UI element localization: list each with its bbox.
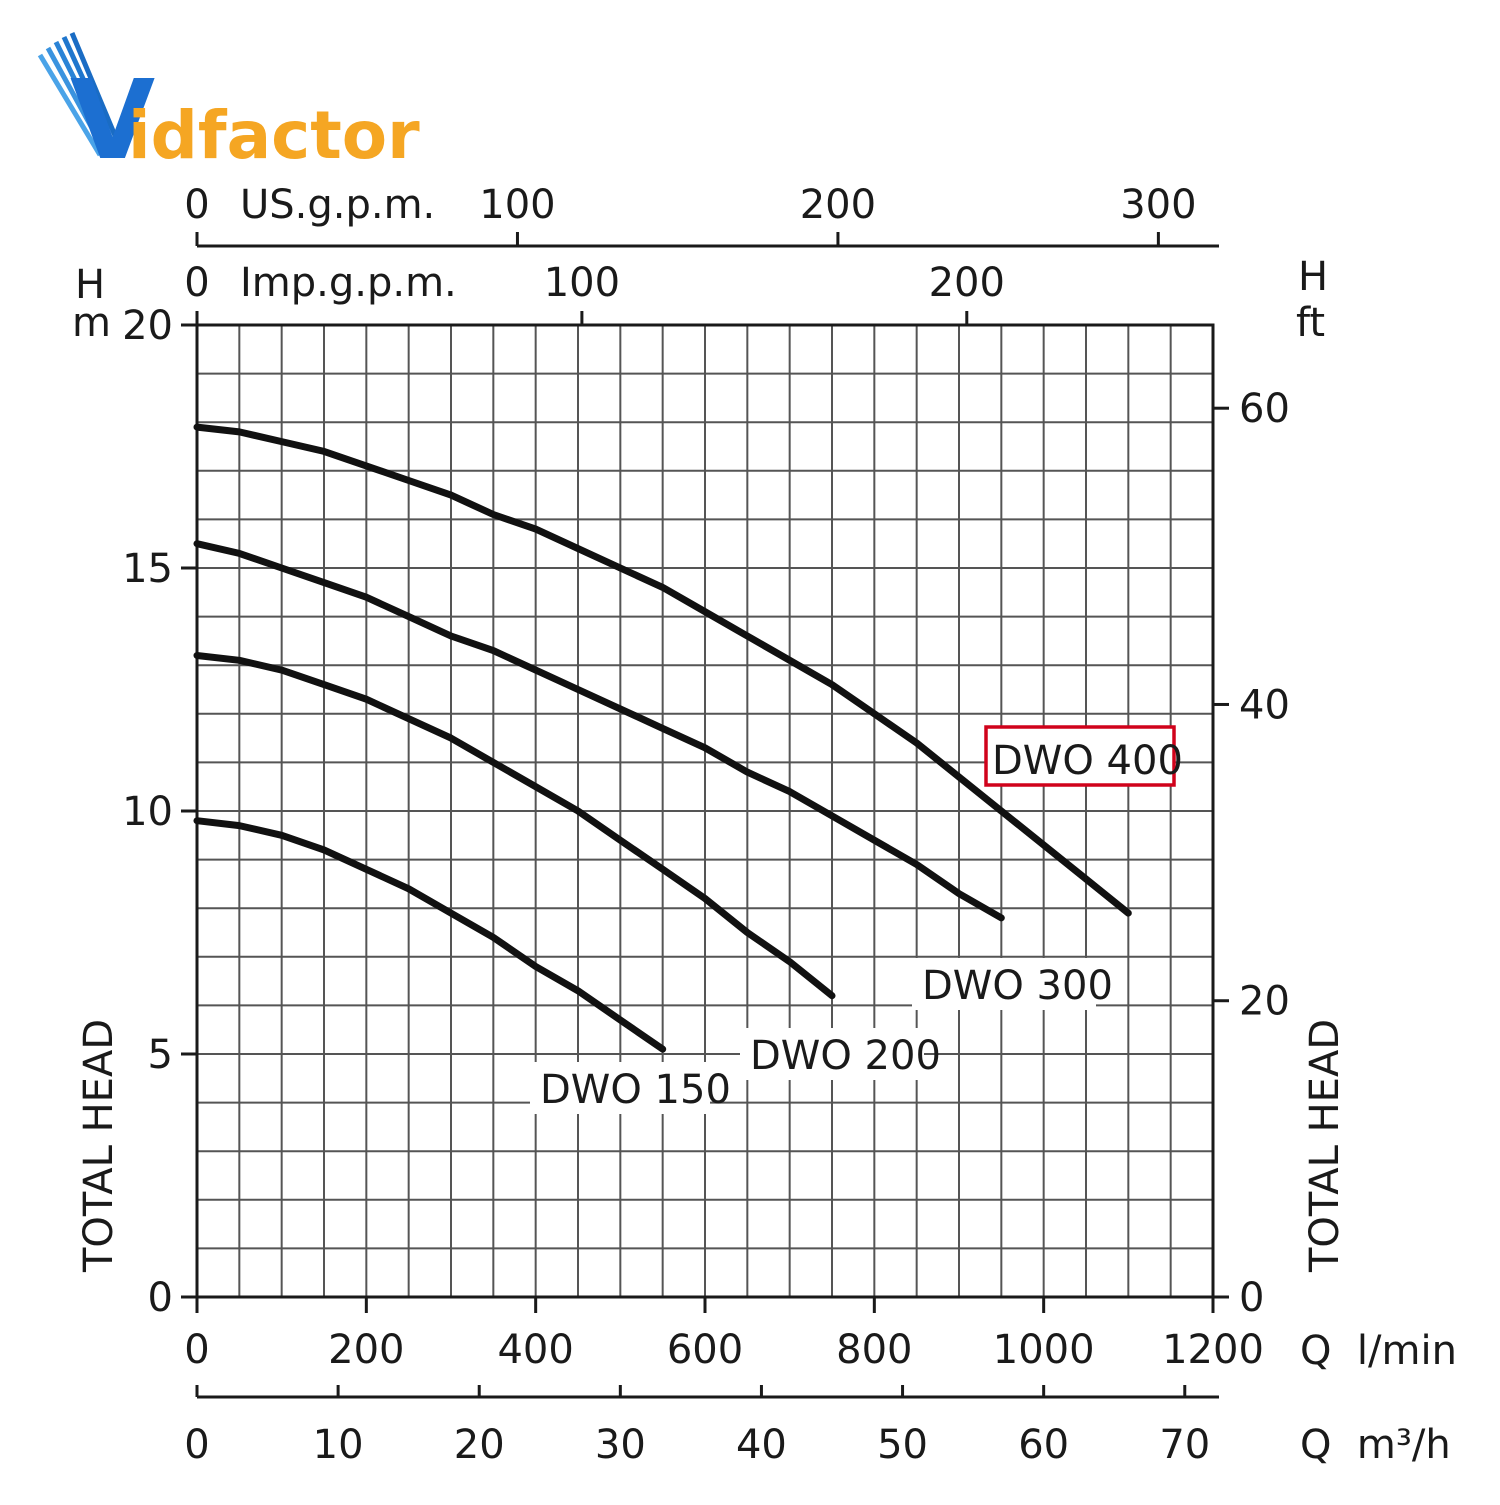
x-tick-lmin: 0	[184, 1327, 209, 1373]
right-unit-ft: ft	[1296, 300, 1325, 346]
left-axis-title: TOTAL HEAD	[76, 1019, 122, 1273]
right-unit-h: H	[1298, 254, 1328, 300]
y-tick-ft: 0	[1239, 1275, 1264, 1321]
dwo-300-label-bg	[912, 958, 1096, 1010]
right-axis-title: TOTAL HEAD	[1302, 1019, 1348, 1273]
y-tick-m: 20	[122, 303, 173, 349]
x-tick-m3h: 10	[313, 1422, 364, 1468]
logo-text: idfactor	[128, 97, 420, 174]
y-tick-m: 15	[122, 546, 173, 592]
x-tick-impgpm: 100	[544, 260, 620, 306]
x-tick-lmin: 600	[667, 1327, 743, 1373]
y-tick-m: 5	[148, 1032, 173, 1078]
left-unit-h: H	[75, 262, 105, 308]
grid	[197, 325, 1213, 1297]
dwo-400-label: DWO 400	[992, 738, 1183, 784]
dwo-300-label: DWO 300	[922, 963, 1113, 1009]
left-unit-m: m	[72, 300, 111, 346]
x-tick-m3h: 40	[736, 1422, 787, 1468]
dwo-200-label-bg	[740, 1028, 924, 1080]
dwo-400-curve	[193, 423, 1132, 917]
y-tick-m: 10	[122, 789, 173, 835]
dwo-400-highlight-box	[984, 725, 1176, 787]
bottom-unit-m3h: Q m³/h	[1300, 1422, 1451, 1468]
axes	[181, 232, 1229, 1399]
bottom-unit-lmin: Q l/min	[1300, 1328, 1457, 1374]
x-tick-impgpm: 200	[929, 260, 1005, 306]
x-tick-m3h: 20	[454, 1422, 505, 1468]
y-tick-m: 0	[148, 1275, 173, 1321]
dwo-200-label: DWO 200	[750, 1033, 941, 1079]
x-tick-lmin: 1200	[1162, 1327, 1264, 1373]
top-unit-imp: Imp.g.p.m.	[240, 260, 457, 306]
vidfactor-logo: V idfactor	[37, 32, 420, 184]
x-tick-impgpm: 0	[184, 260, 209, 306]
dwo-200-curve	[193, 652, 836, 1000]
dwo-400-label-bg	[986, 727, 1174, 785]
y-tick-ft: 40	[1239, 682, 1290, 728]
top-unit-us: US.g.p.m.	[240, 182, 435, 228]
x-tick-lmin: 400	[497, 1327, 573, 1373]
x-tick-lmin: 1000	[993, 1327, 1095, 1373]
x-tick-m3h: 50	[877, 1422, 928, 1468]
x-tick-m3h: 60	[1018, 1422, 1069, 1468]
dwo-150-label-bg	[530, 1062, 710, 1114]
logo-letter-v: V	[70, 56, 155, 184]
x-tick-usgpm: 300	[1120, 182, 1196, 228]
series-labels: DWO 150 DWO 200 DWO 300 DWO 400	[530, 725, 1183, 1114]
logo-wing-icon	[37, 32, 119, 157]
dwo-150-curve	[193, 817, 667, 1053]
x-tick-usgpm: 200	[800, 182, 876, 228]
x-tick-usgpm: 0	[184, 182, 209, 228]
series	[193, 423, 1132, 1053]
x-tick-m3h: 70	[1159, 1422, 1210, 1468]
x-tick-lmin: 200	[328, 1327, 404, 1373]
dwo-150-label: DWO 150	[540, 1067, 731, 1113]
x-tick-lmin: 800	[836, 1327, 912, 1373]
x-tick-usgpm: 100	[479, 182, 555, 228]
y-tick-ft: 20	[1239, 979, 1290, 1025]
dwo-300-curve	[193, 540, 1005, 922]
y-tick-ft: 60	[1239, 386, 1290, 432]
x-tick-m3h: 30	[595, 1422, 646, 1468]
x-tick-m3h: 0	[184, 1422, 209, 1468]
